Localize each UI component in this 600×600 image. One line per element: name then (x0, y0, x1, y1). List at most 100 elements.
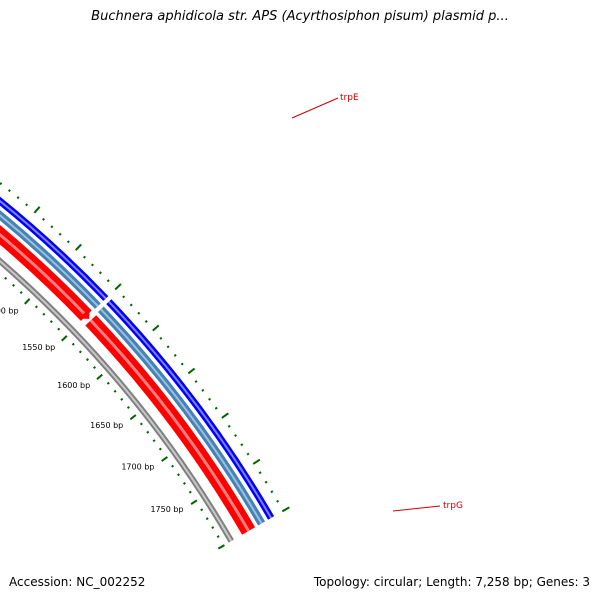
inner-tick-mark (34, 305, 38, 309)
inner-tick-mark (78, 350, 82, 354)
inner-tick-mark (11, 283, 15, 287)
gene-segment-trpG-highlight (89, 319, 250, 532)
gene-label-trpG: trpG (443, 501, 463, 511)
outer-tick-mark (180, 362, 184, 366)
tick-label: 1750 bp (150, 505, 183, 514)
outer-tick-mark (276, 499, 280, 503)
tick-label: 1650 bp (90, 421, 123, 430)
outer-tick-mark (114, 283, 122, 291)
outer-tick-mark (58, 232, 62, 236)
outer-tick-mark (83, 255, 86, 259)
inner-tick-mark (216, 535, 220, 539)
steelblue-highlight-0 (0, 214, 99, 307)
inner-tick-mark (19, 290, 23, 294)
outer-tick-mark (42, 217, 45, 221)
outer-tick-mark (240, 443, 244, 447)
gene-label-leader-trpG (392, 505, 441, 512)
outer-tick-mark (98, 271, 102, 275)
inner-tick-mark (129, 414, 137, 421)
tick-label: 1700 bp (121, 462, 154, 471)
tick-label: 1500 bp (0, 306, 19, 315)
gene-segment-trpE-highlight (0, 232, 88, 317)
outer-tick-mark (281, 506, 290, 513)
blue-highlight-1 (108, 300, 272, 519)
outer-tick-mark (152, 324, 160, 332)
accession-text: Accession: NC_002252 (9, 575, 146, 589)
topology-summary: Topology: circular; Length: 7,258 bp; Ge… (313, 575, 590, 589)
inner-tick-mark (161, 456, 168, 462)
inner-tick-mark (200, 508, 204, 512)
inner-tick-mark (106, 381, 110, 385)
inner-tick-mark (93, 365, 96, 369)
outer-tick-mark (270, 490, 274, 494)
outer-tick-mark (90, 263, 94, 267)
outer-tick-mark (66, 240, 70, 244)
outer-tick-mark (159, 336, 163, 340)
inner-tick-mark (120, 397, 124, 401)
gene-arrow-tip (78, 308, 90, 319)
outer-tick-mark (234, 434, 238, 437)
outer-tick-mark (74, 243, 82, 251)
inner-tick-mark (71, 342, 75, 346)
inner-tick-mark (4, 276, 8, 280)
outer-tick-mark (129, 303, 133, 307)
blue-highlight-0 (0, 199, 107, 300)
outer-tick-mark (25, 203, 29, 207)
outer-tick-mark (246, 452, 250, 456)
backbone-highlight (0, 259, 233, 542)
outer-tick-mark (214, 406, 218, 410)
inner-tick-mark (85, 358, 89, 362)
inner-tick-mark (49, 320, 53, 324)
inner-tick-mark (211, 526, 215, 530)
outer-tick-mark (208, 397, 212, 401)
inner-tick-mark (24, 298, 31, 305)
inner-tick-mark (57, 327, 61, 331)
outer-tick-mark (201, 388, 205, 392)
inner-tick-mark (177, 473, 181, 477)
inner-tick-mark (171, 464, 175, 468)
outer-tick-mark (7, 189, 11, 193)
map-genes: trpE trpG (291, 93, 463, 512)
inner-tick-mark (96, 373, 103, 380)
inner-tick-mark (182, 481, 186, 485)
steelblue-highlight-1 (100, 308, 263, 524)
outer-tick-mark (173, 353, 177, 357)
outer-tick-mark (258, 471, 262, 475)
gene-label-leader-trpE (291, 97, 339, 119)
inner-tick-mark (217, 544, 225, 550)
outer-tick-mark (16, 196, 20, 200)
outer-tick-mark (252, 458, 261, 465)
inner-tick-mark (190, 499, 198, 505)
outer-tick-mark (0, 182, 3, 186)
backbone-track (0, 257, 234, 543)
inner-tick-mark (146, 430, 150, 434)
inner-tick-mark (152, 439, 156, 443)
inner-tick-mark (158, 447, 162, 451)
outer-tick-mark (166, 345, 170, 349)
inner-tick-mark (113, 389, 117, 393)
tick-label: 1600 bp (57, 381, 90, 390)
inner-tick-mark (188, 490, 192, 494)
inner-tick-mark (42, 312, 46, 316)
outer-tick-mark (187, 367, 196, 375)
map-title: Buchnera aphidicola str. APS (Acyrthosip… (91, 9, 509, 24)
outer-tick-mark (221, 412, 229, 419)
outer-tick-mark (50, 225, 54, 229)
map-ticks: 1200 bp1250 bp1300 bp1350 bp1400 bp1450 … (0, 182, 290, 550)
outer-tick-mark (122, 295, 126, 299)
outer-tick-mark (144, 320, 148, 323)
inner-tick-mark (205, 517, 209, 521)
outer-tick-mark (106, 279, 110, 283)
inner-tick-mark (126, 406, 130, 409)
outer-tick-mark (194, 380, 198, 383)
map-tracks (0, 196, 275, 543)
outer-tick-mark (33, 206, 41, 214)
outer-tick-mark (227, 424, 231, 428)
outer-tick-mark (137, 311, 141, 315)
gene-label-trpE: trpE (340, 93, 359, 103)
outer-tick-mark (264, 480, 268, 484)
tick-label: 1550 bp (22, 343, 55, 352)
inner-tick-mark (61, 335, 68, 342)
inner-tick-mark (139, 422, 143, 426)
